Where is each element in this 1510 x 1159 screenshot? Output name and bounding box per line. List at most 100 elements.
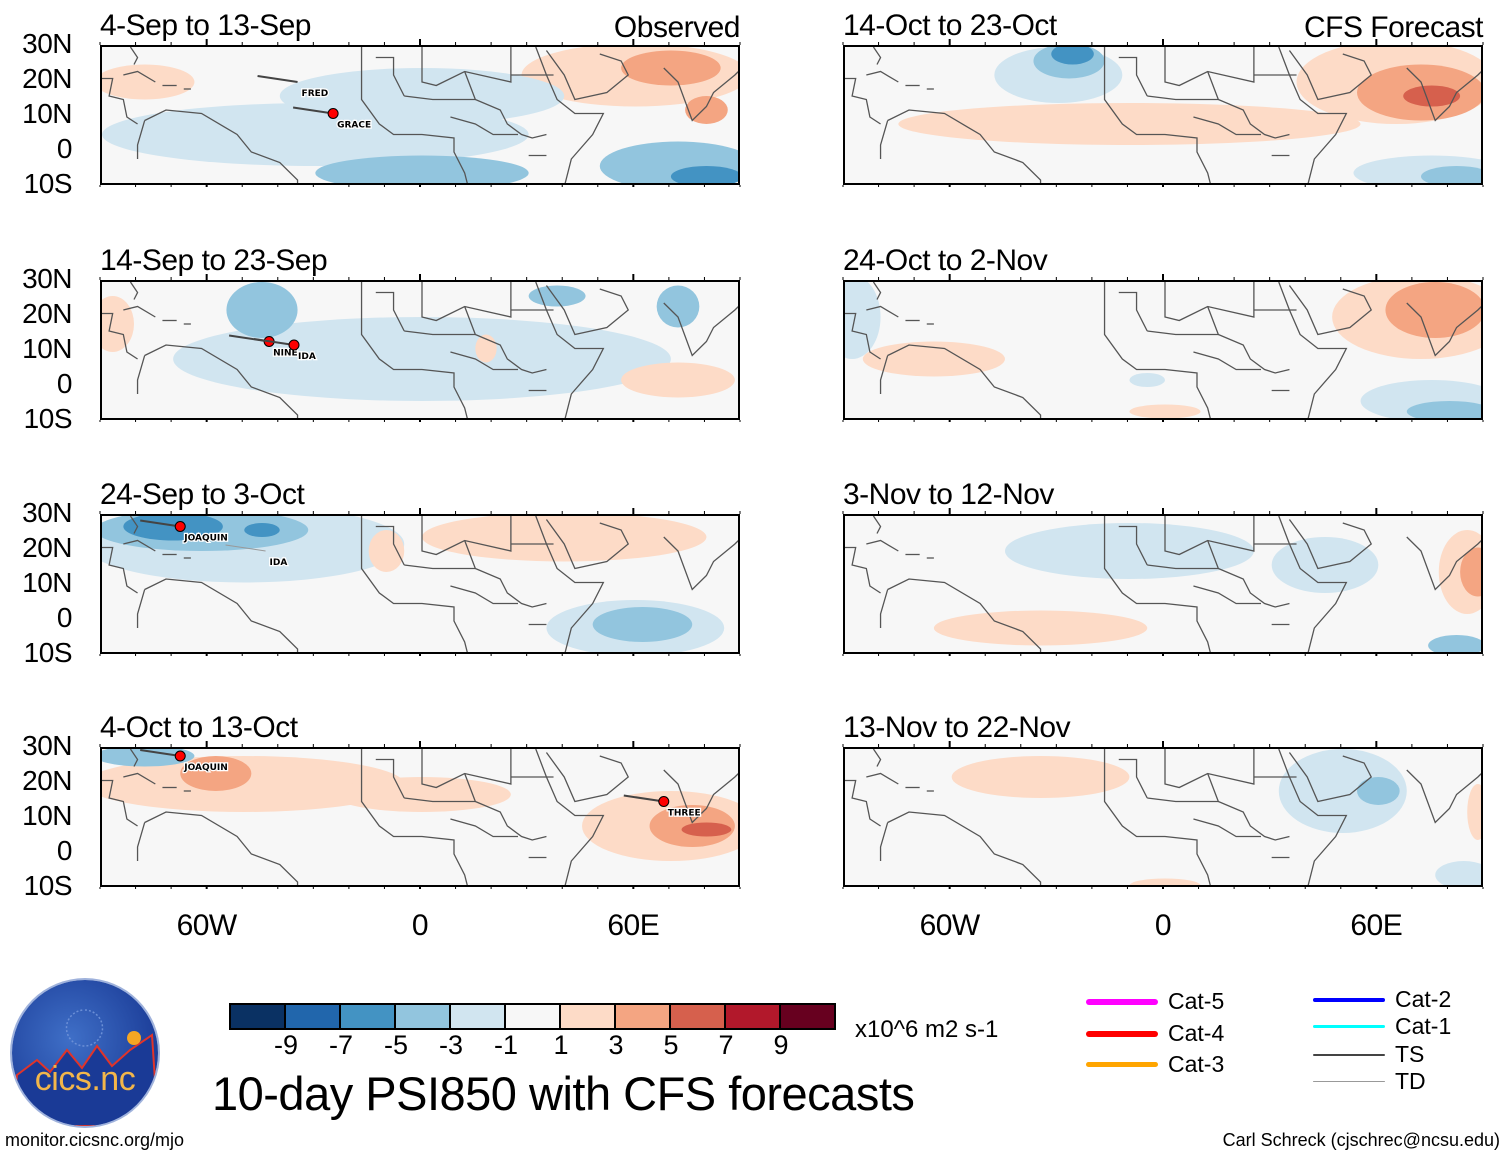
positive-anomaly (102, 756, 405, 812)
sun-icon (127, 1031, 141, 1045)
positive-anomaly (621, 50, 721, 86)
coastline (1406, 536, 1481, 591)
coastline (1207, 540, 1290, 608)
axis-ticks (842, 741, 1484, 889)
positive-anomaly (333, 777, 511, 812)
coastline (1147, 95, 1219, 101)
panel-title: 14-Sep to 23-Sep (100, 244, 328, 277)
lat-label: 10S (23, 637, 73, 668)
coastline (421, 516, 512, 556)
footer-url[interactable]: monitor.cicsnc.org/mjo (5, 1130, 185, 1150)
map-frame: JOAQUIN THREE (100, 747, 740, 887)
negative-anomaly (279, 68, 565, 124)
legend-label: Cat-4 (1168, 1020, 1225, 1046)
coastline (404, 797, 476, 803)
axis-ticks (99, 274, 741, 422)
coastline (1406, 302, 1481, 357)
positive-anomaly (1403, 85, 1461, 107)
legend-item-cat-3: Cat-3 (1086, 1051, 1224, 1078)
coastline (887, 811, 1042, 885)
legend-swatch (1086, 1062, 1158, 1067)
coastline (535, 749, 605, 885)
map-frame (843, 747, 1483, 887)
colorbar-swatch (726, 1005, 781, 1028)
positive-anomaly (951, 756, 1130, 798)
coastline (421, 749, 512, 789)
colorbar (229, 1003, 836, 1030)
coastline (421, 282, 512, 322)
negative-anomaly (1428, 635, 1481, 652)
footer-author: Carl Schreck (cjschrec@ncsu.edu) (1222, 1130, 1500, 1150)
legend-swatch (1313, 1081, 1385, 1082)
map-panel-fc1: 14-Oct to 23-Oct CFS Forecast (842, 9, 1484, 187)
coastline (450, 351, 518, 371)
coastline (375, 291, 405, 332)
lat-label: 30N (22, 730, 72, 761)
lon-label: 0 (1154, 909, 1172, 942)
lat-label: 0 (56, 835, 73, 866)
colorbar-tick: -3 (438, 1030, 463, 1060)
coastline (663, 302, 738, 357)
panel-title: 4-Oct to 13-Oct (100, 711, 298, 744)
anomaly-map: JOAQUIN THREE (102, 749, 738, 885)
coastline (879, 589, 889, 628)
hurricane-icon (174, 750, 186, 762)
coastline (866, 539, 899, 552)
coastline (144, 578, 299, 652)
positive-anomaly (368, 530, 405, 572)
colorbar-swatch (286, 1005, 341, 1028)
hurricane-icon (288, 339, 300, 351)
coastline (535, 47, 605, 183)
positive-anomaly (1129, 404, 1201, 418)
axis-ticks (99, 508, 741, 656)
positive-anomaly (621, 362, 735, 398)
coastline (879, 355, 889, 394)
negative-anomaly (1406, 401, 1481, 418)
coastline (535, 282, 605, 418)
negative-anomaly (1435, 861, 1481, 885)
coastline (545, 519, 630, 570)
coastline (845, 77, 881, 125)
lon-label: 60W (176, 909, 238, 942)
coastline (879, 120, 889, 159)
coastline (136, 355, 146, 394)
storm-track: JOAQUIN (140, 519, 229, 545)
coastline (1193, 818, 1261, 838)
lat-label: 10N (22, 567, 72, 598)
coastline (102, 546, 138, 594)
coastline (1103, 516, 1211, 652)
colorbar-swatch (341, 1005, 396, 1028)
colorbar-tick: 9 (773, 1030, 789, 1060)
coastline (1193, 351, 1261, 371)
legend-swatch (1086, 998, 1158, 1005)
coastline (404, 330, 476, 336)
panel-title: 13-Nov to 22-Nov (843, 711, 1071, 744)
storm-label: JOAQUIN (183, 534, 228, 544)
storm-track: THREE (623, 794, 702, 820)
negative-anomaly (226, 282, 298, 338)
coastline (144, 344, 299, 418)
coastline (129, 516, 139, 534)
legend-item-cat-5: Cat-5 (1086, 988, 1224, 1015)
coastline (866, 772, 899, 785)
coastline (136, 120, 146, 159)
lat-label: 10S (23, 168, 73, 199)
coastline (845, 546, 881, 594)
positive-anomaly (1467, 784, 1481, 840)
coastline (1118, 525, 1148, 566)
coastline (1288, 752, 1373, 803)
legend-item-cat-1: Cat-1 (1313, 1013, 1451, 1040)
coastline (1147, 564, 1219, 570)
logo-text: cics.nc (34, 1060, 136, 1098)
hurricane-icon (658, 796, 670, 807)
hurricane-icon (174, 521, 186, 532)
coastline (102, 77, 138, 125)
coastline (663, 536, 738, 591)
coastline (1103, 282, 1211, 418)
legend-item-ts: TS (1313, 1041, 1424, 1068)
panel-title: 3-Nov to 12-Nov (843, 478, 1054, 511)
panel-title: 24-Oct to 2-Nov (843, 244, 1048, 277)
coastline (545, 285, 630, 336)
coastline (1103, 47, 1211, 183)
colorbar-units: x10^6 m2 s-1 (855, 1016, 999, 1043)
